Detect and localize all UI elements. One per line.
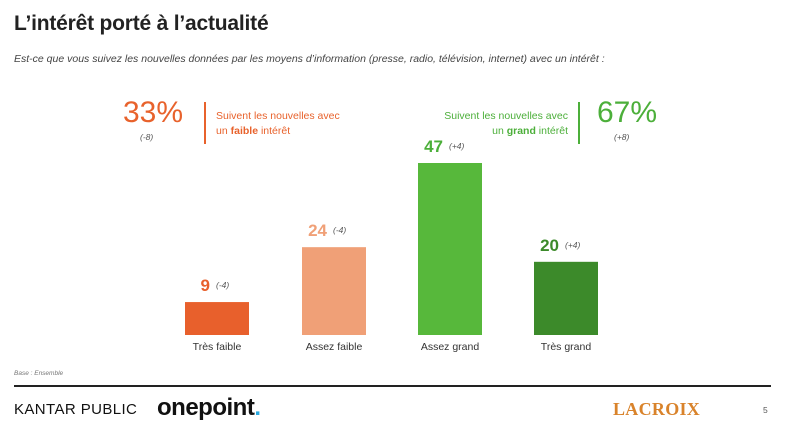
summary-low-text-bold: faible: [230, 125, 259, 137]
summary-high-divider: [578, 102, 580, 144]
bar-delta-label-2: (+4): [449, 141, 465, 151]
summary-high-delta: (+8): [614, 132, 630, 142]
bar-1: [302, 247, 366, 335]
summary-high-text: Suivent les nouvelles avec un grand inté…: [444, 110, 568, 137]
interest-bar-chart: 9 (-4) Très faible 24 (-4) Assez faible 47 (+4)…: [185, 137, 598, 353]
summary-high-text-line1: Suivent les nouvelles avec: [444, 110, 568, 122]
kantar-public-logo: KANTAR PUBLIC: [14, 401, 138, 418]
summary-low-delta: (-8): [140, 132, 154, 142]
bar-delta-label-3: (+4): [565, 240, 581, 250]
bar-value-label-2: 47: [424, 137, 443, 156]
category-label-2: Assez grand: [421, 341, 480, 353]
page-number: 5: [763, 405, 768, 415]
category-label-3: Très grand: [541, 341, 592, 353]
onepoint-logo: onepoint.: [157, 394, 261, 421]
footer-divider: [14, 385, 771, 387]
la-croix-logo: LACROIX: [613, 399, 701, 419]
page-title: L’intérêt porté à l’actualité: [14, 12, 269, 35]
bar-0: [185, 302, 249, 335]
summary-low-text: Suivent les nouvelles avec un faible int…: [216, 110, 340, 137]
summary-low-divider: [204, 102, 206, 144]
survey-question: Est-ce que vous suivez les nouvelles don…: [14, 53, 605, 65]
summary-high-percent: 67%: [597, 96, 658, 129]
summary-low-percent: 33%: [123, 96, 184, 129]
summary-high-text-bold: grand: [506, 125, 536, 137]
bar-2: [418, 163, 482, 335]
bar-delta-label-0: (-4): [216, 280, 229, 290]
bar-value-label-1: 24: [308, 221, 327, 240]
base-note: Base : Ensemble: [14, 370, 64, 377]
bar-value-label-0: 9: [201, 276, 210, 295]
summary-low-text-line1: Suivent les nouvelles avec: [216, 110, 340, 122]
bar-value-label-3: 20: [540, 236, 559, 255]
category-label-0: Très faible: [193, 341, 242, 353]
bar-delta-label-1: (-4): [333, 225, 346, 235]
bar-3: [534, 261, 598, 335]
category-label-1: Assez faible: [306, 341, 363, 353]
